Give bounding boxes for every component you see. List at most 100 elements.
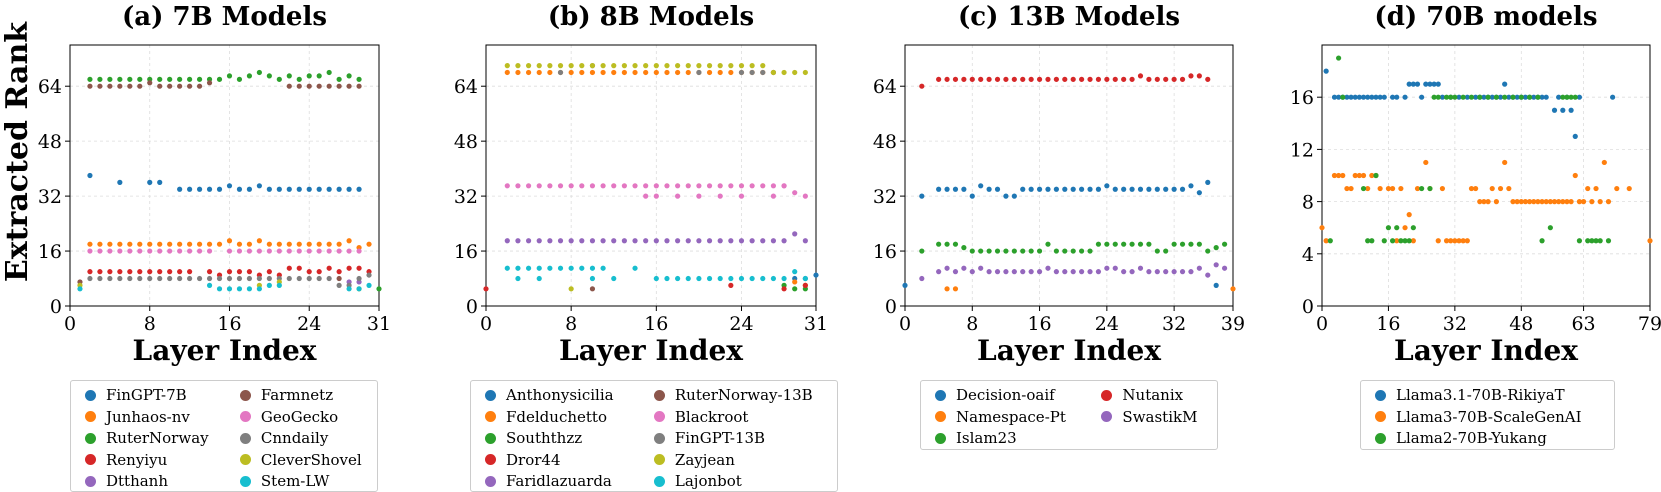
series-Zayjean: [504, 63, 808, 292]
data-point: [1593, 185, 1599, 192]
data-point: [579, 69, 585, 76]
data-point: [346, 83, 352, 89]
data-point: [1526, 199, 1533, 205]
data-point: [696, 183, 702, 189]
data-point: [1518, 94, 1524, 100]
data-point: [781, 238, 787, 244]
x-tick-label: 0: [1316, 313, 1328, 335]
data-point: [266, 186, 272, 192]
y-tick-label: 16: [1290, 87, 1314, 109]
data-point: [1585, 238, 1591, 244]
data-point: [1481, 94, 1487, 100]
y-tick-label: 8: [1302, 192, 1314, 214]
data-point: [1188, 73, 1194, 79]
data-point: [296, 265, 302, 271]
data-point: [1062, 186, 1068, 192]
x-tick-label: 16: [217, 313, 241, 335]
data-point: [296, 83, 302, 89]
data-point: [1319, 225, 1325, 231]
data-point: [1179, 186, 1186, 192]
data-point: [1095, 186, 1102, 192]
data-point: [286, 275, 292, 282]
data-point: [226, 183, 233, 189]
data-point: [1551, 107, 1558, 113]
data-point: [1443, 94, 1450, 100]
data-point: [187, 269, 193, 275]
y-tick-label: 0: [50, 296, 62, 318]
data-point: [621, 183, 627, 189]
data-point: [1045, 241, 1051, 247]
data-point: [196, 248, 203, 254]
data-point: [1443, 238, 1450, 244]
data-point: [1352, 172, 1358, 179]
legend-label: Nutanix: [1122, 386, 1184, 405]
data-point: [236, 241, 243, 247]
data-point: [1556, 199, 1562, 205]
data-point: [236, 275, 243, 282]
data-point: [1543, 199, 1549, 205]
data-point: [1171, 186, 1177, 192]
data-point: [1394, 225, 1400, 231]
data-point: [515, 183, 521, 189]
data-point: [621, 63, 627, 69]
data-point: [1460, 238, 1466, 244]
data-point: [1053, 269, 1059, 275]
data-point: [1585, 185, 1591, 192]
legend-marker: [239, 454, 251, 466]
data-point: [1095, 241, 1102, 247]
data-point: [1464, 94, 1470, 100]
data-point: [326, 186, 332, 192]
data-point: [107, 248, 113, 254]
data-point: [266, 73, 272, 79]
data-point: [969, 269, 975, 275]
data-point: [1179, 76, 1186, 82]
data-point: [196, 275, 203, 282]
data-point: [1522, 94, 1529, 100]
data-point: [1485, 94, 1491, 100]
data-point: [246, 269, 253, 275]
data-point: [1036, 248, 1043, 254]
data-point: [1477, 94, 1483, 100]
data-point: [547, 69, 553, 76]
legend-label: Dror44: [506, 450, 561, 469]
data-point: [1597, 238, 1603, 244]
data-point: [266, 282, 272, 288]
data-point: [1385, 185, 1392, 192]
data-point: [1171, 269, 1177, 275]
data-point: [246, 241, 253, 247]
data-point: [1502, 81, 1508, 87]
data-point: [167, 269, 173, 275]
data-point: [675, 183, 681, 189]
data-point: [256, 275, 262, 282]
data-point: [107, 269, 113, 275]
data-point: [515, 265, 521, 271]
data-point: [117, 76, 123, 82]
data-point: [944, 76, 950, 82]
data-point: [306, 186, 312, 192]
data-point: [147, 179, 153, 185]
data-point: [1062, 248, 1068, 254]
data-point: [87, 83, 93, 89]
data-point: [1589, 199, 1595, 205]
data-point: [717, 238, 723, 244]
data-point: [579, 183, 585, 189]
data-point: [1154, 186, 1160, 192]
data-point: [1365, 94, 1371, 100]
data-point: [792, 269, 798, 275]
data-point: [127, 76, 133, 82]
data-point: [1356, 94, 1362, 100]
data-point: [978, 248, 984, 254]
data-point: [177, 76, 183, 82]
data-point: [525, 63, 532, 69]
data-point: [547, 265, 553, 271]
data-point: [1439, 94, 1446, 100]
data-point: [177, 83, 183, 89]
data-point: [961, 245, 967, 251]
data-point: [1601, 159, 1607, 166]
data-point: [504, 265, 510, 271]
data-point: [1360, 172, 1367, 179]
data-point: [1196, 73, 1202, 79]
data-point: [1389, 238, 1396, 244]
data-point: [336, 269, 342, 275]
legend-label: Namespace-Pt: [956, 407, 1066, 426]
